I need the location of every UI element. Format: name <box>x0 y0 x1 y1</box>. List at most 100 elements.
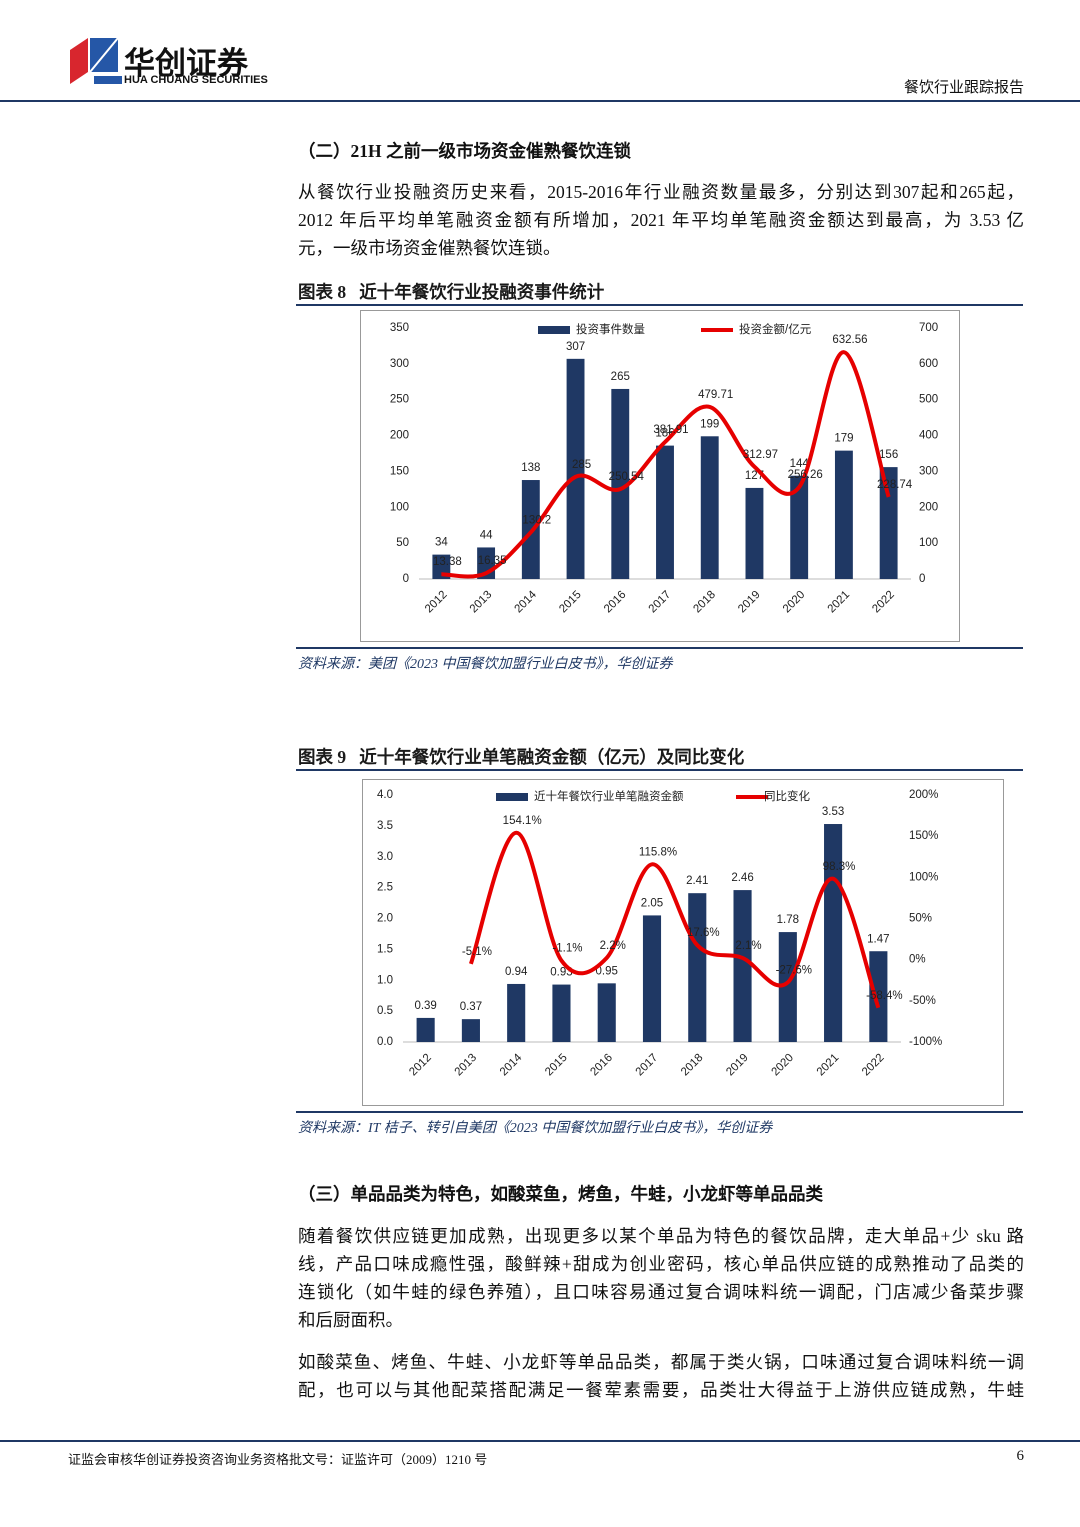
data-label: 250.54 <box>609 471 645 483</box>
legend-swatch <box>538 326 570 334</box>
x-tick-label: 2022 <box>870 589 897 616</box>
x-tick-label: 2015 <box>543 1052 570 1079</box>
x-tick-label: 2016 <box>602 589 629 616</box>
data-label: 632.56 <box>832 334 867 346</box>
data-label: -5.1% <box>462 946 492 958</box>
legend-swatch <box>496 793 528 801</box>
data-label: 44 <box>480 529 493 541</box>
tick-label: 2.0 <box>377 913 393 925</box>
tick-label: 250 <box>390 394 409 406</box>
data-label: 2.41 <box>686 875 708 887</box>
x-tick-label: 2017 <box>647 589 674 616</box>
legend-label: 投资金额/亿元 <box>739 322 812 336</box>
tick-label: 200 <box>919 501 938 513</box>
tick-label: 150% <box>909 830 938 842</box>
data-label: 0.39 <box>414 1000 436 1012</box>
data-label: 130.2 <box>522 514 551 526</box>
source: 资料来源：美团《2023 中国餐饮加盟行业白皮书》，华创证券 <box>298 657 673 672</box>
data-label: 285 <box>572 459 591 471</box>
bar <box>688 893 707 1042</box>
report-name: 餐饮行业跟踪报告 <box>903 80 1024 96</box>
line <box>441 350 891 579</box>
x-tick-label: 2013 <box>453 1052 480 1079</box>
bar <box>416 1017 435 1042</box>
tick-label: 0.5 <box>377 1005 393 1017</box>
x-tick-label: 2017 <box>634 1052 661 1079</box>
tick-label: 4.0 <box>377 789 393 801</box>
bar <box>745 487 764 579</box>
data-label: 144 <box>790 458 810 470</box>
data-label: 199 <box>700 418 719 430</box>
text-line: 随着餐饮供应链更加成熟，出现更多以某个单品为特色的餐饮品牌，走大单品+少 sku… <box>298 1226 1024 1246</box>
bar <box>507 983 526 1042</box>
data-label: 1.47 <box>867 933 889 945</box>
bar <box>656 445 674 579</box>
bar <box>733 890 752 1042</box>
x-tick-label: 2022 <box>860 1052 887 1079</box>
tick-label: 3.0 <box>377 851 393 863</box>
x-tick-label: 2019 <box>724 1052 751 1079</box>
x-tick-label: 2016 <box>588 1052 615 1079</box>
text-line: 和后厨面积。 <box>298 1310 403 1330</box>
bar <box>879 467 898 579</box>
figure-caption: 图表 9 近十年餐饮行业单笔融资金额（亿元）及同比变化 <box>298 747 745 767</box>
text-line: 元，一级市场资金催熟餐饮连锁。 <box>298 238 561 258</box>
bar <box>790 475 809 579</box>
text-line: 从餐饮行业投融资历史来看，2015-2016年行业融资数量最多，分别达到307起… <box>298 182 1024 202</box>
bar <box>597 983 616 1042</box>
bar <box>552 984 571 1042</box>
chart: 0.0 0.5 1.0 1.5 2.0 2.5 3.0 3.5 4.0 -100% -50% 0% 50… <box>362 779 1004 1106</box>
data-label: 265 <box>611 371 630 383</box>
tick-label: 100% <box>909 871 938 883</box>
bar <box>461 1019 480 1042</box>
logo-cn: 华创证券 <box>124 46 248 82</box>
tick-label: -50% <box>909 995 936 1007</box>
data-label: 307 <box>566 341 585 353</box>
bar <box>566 358 585 579</box>
tick-label: 500 <box>919 394 938 406</box>
text-line: 2012 年后平均单笔融资金额有所增加，2021 年平均单笔融资金额达到最高，为… <box>298 210 1024 230</box>
data-label: 16.35 <box>478 555 507 567</box>
bar <box>611 388 630 579</box>
tick-label: 1.0 <box>377 974 393 986</box>
chart: 0 50 100 150 200 250 300 350 0 100 200 300 400 500 600… <box>360 310 960 642</box>
text-line: 连锁化（如牛蛙的绿色养殖），且口味容易通过复合调味料统一调配，门店减少备菜步骤 <box>298 1282 1024 1302</box>
x-tick-label: 2018 <box>679 1052 706 1079</box>
source: 资料来源：IT 桔子、转引自美团《2023 中国餐饮加盟行业白皮书》，华创证券 <box>298 1121 773 1136</box>
data-label: 2.2% <box>600 940 626 952</box>
legend-label: 同比变化 <box>764 789 810 803</box>
x-tick-label: 2018 <box>691 589 718 616</box>
data-label: 2.46 <box>731 872 753 884</box>
bar <box>778 932 797 1042</box>
text-line: 配，也可以与其他配菜搭配满足一餐荤素需要，品类壮大得益于上游供应链成熟，牛蛙 <box>298 1380 1024 1400</box>
caption-rule <box>296 304 1023 306</box>
data-label: -1.1% <box>552 943 582 955</box>
tick-label: 2.5 <box>377 882 393 894</box>
data-label: 228.74 <box>877 479 913 491</box>
tick-label: 150 <box>390 465 409 477</box>
tick-label: 300 <box>390 358 409 370</box>
tick-label: 600 <box>919 358 938 370</box>
x-tick-label: 2019 <box>736 589 763 616</box>
data-label: 0.95 <box>596 965 618 977</box>
x-tick-label: 2013 <box>468 589 495 616</box>
tick-label: -100% <box>909 1036 942 1048</box>
legend-label: 投资事件数量 <box>576 322 645 336</box>
caption-rule <box>296 769 1023 771</box>
header-rule <box>0 100 1080 102</box>
data-label: 138 <box>521 462 540 474</box>
source-rule <box>296 647 1023 649</box>
data-label: 156 <box>879 449 898 461</box>
page-number: 6 <box>1016 1448 1025 1464</box>
data-label: 34 <box>435 537 448 549</box>
data-label: 479.71 <box>698 389 733 401</box>
data-label: 98.3% <box>823 861 856 873</box>
tick-label: 0 <box>403 573 409 585</box>
x-tick-label: 2014 <box>498 1051 525 1078</box>
figure-caption: 图表 8 近十年餐饮行业投融资事件统计 <box>298 282 605 302</box>
line <box>469 830 881 1009</box>
x-tick-label: 2014 <box>513 588 540 615</box>
bar <box>700 436 719 579</box>
tick-label: 100 <box>919 537 938 549</box>
tick-label: 0 <box>919 573 925 585</box>
